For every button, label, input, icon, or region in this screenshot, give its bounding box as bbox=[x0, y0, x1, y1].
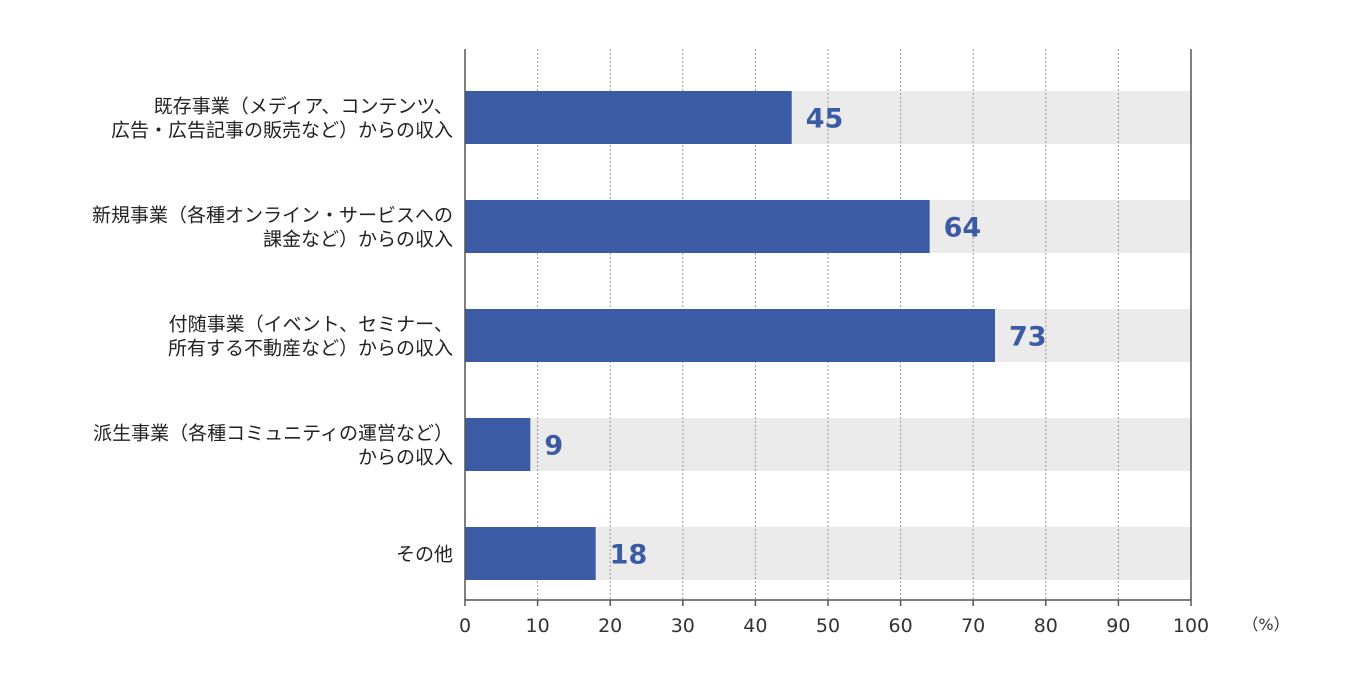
category-label-line: 課金など）からの収入 bbox=[263, 229, 453, 251]
x-tick-label: 80 bbox=[1034, 615, 1058, 637]
bar-value-label: 73 bbox=[1009, 322, 1047, 353]
x-tick-label: 50 bbox=[816, 615, 840, 637]
bar-value-label: 18 bbox=[610, 540, 648, 571]
category-label-line: 付随事業（イベント、セミナー、 bbox=[169, 314, 453, 336]
x-tick-label: 100 bbox=[1173, 615, 1209, 637]
category-label: 新規事業（各種オンライン・サービスへの課金など）からの収入 bbox=[92, 205, 453, 251]
bar bbox=[465, 91, 792, 144]
x-tick-label: 70 bbox=[961, 615, 985, 637]
bar bbox=[465, 309, 995, 362]
x-tick-label: 90 bbox=[1106, 615, 1130, 637]
category-label-line: 広告・広告記事の販売など）からの収入 bbox=[111, 120, 453, 142]
bar bbox=[465, 527, 596, 580]
category-label: 付随事業（イベント、セミナー、所有する不動産など）からの収入 bbox=[168, 314, 453, 360]
x-tick-label: 0 bbox=[459, 615, 471, 637]
x-tick-label: 40 bbox=[743, 615, 767, 637]
x-tick-label: 60 bbox=[889, 615, 913, 637]
x-tick-label: 20 bbox=[598, 615, 622, 637]
bar-value-label: 9 bbox=[544, 431, 563, 462]
bar bbox=[465, 200, 930, 253]
category-label-line: 派生事業（各種コミュニティの運営など） bbox=[93, 423, 453, 445]
bars bbox=[465, 91, 995, 580]
bar-value-label: 45 bbox=[806, 104, 844, 135]
category-label-line: からの収入 bbox=[358, 447, 453, 469]
labels: 45 64 73 9 18 0 10 20 30 40 50 60 70 80 90 100 （%） 既存事業（メ… bbox=[92, 96, 1290, 638]
category-label-line: その他 bbox=[396, 544, 453, 566]
axes bbox=[464, 49, 1192, 606]
category-label: 派生事業（各種コミュニティの運営など）からの収入 bbox=[93, 423, 453, 469]
category-label: 既存事業（メディア、コンテンツ、広告・広告記事の販売など）からの収入 bbox=[111, 96, 453, 142]
category-label: その他 bbox=[396, 544, 453, 566]
category-label-line: 新規事業（各種オンライン・サービスへの bbox=[92, 205, 453, 227]
category-label-line: 所有する不動産など）からの収入 bbox=[168, 338, 453, 360]
x-unit-label: （%） bbox=[1242, 615, 1289, 634]
category-label-line: 既存事業（メディア、コンテンツ、 bbox=[154, 96, 453, 118]
x-tick-label: 30 bbox=[671, 615, 695, 637]
bar-value-label: 64 bbox=[944, 213, 982, 244]
x-tick-label: 10 bbox=[526, 615, 550, 637]
bar bbox=[465, 418, 531, 471]
